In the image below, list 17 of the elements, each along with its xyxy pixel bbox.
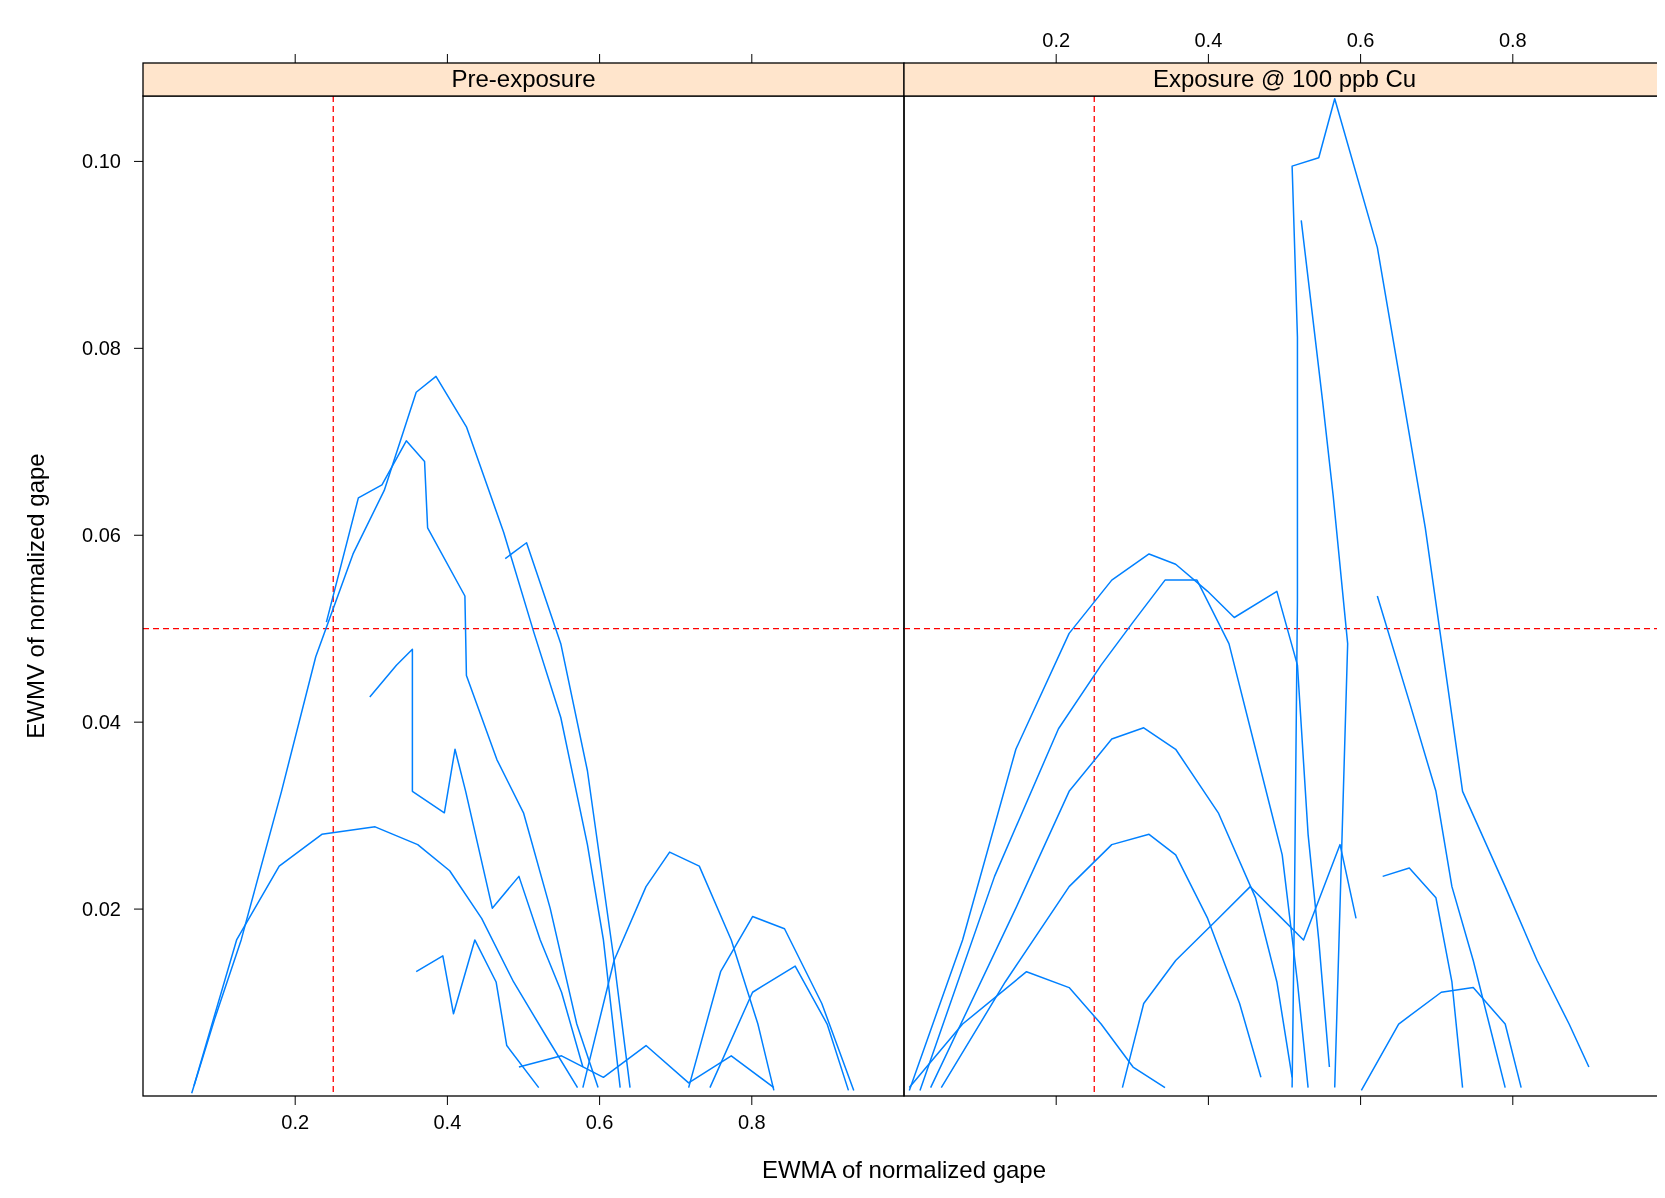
y-tick-label: 0.04 — [82, 711, 121, 734]
x-tick-label: 0.2 — [281, 1111, 310, 1133]
y-tick-label: 0.06 — [82, 524, 121, 547]
y-tick-label: 0.02 — [82, 898, 121, 921]
chart-title: Exposure @ 100 ppb Cu — [1152, 65, 1417, 92]
x-tick-label: 0.4 — [1194, 29, 1223, 51]
x-tick-label: 0.2 — [1042, 29, 1071, 51]
x-tick-label: 0.8 — [737, 1111, 766, 1133]
x-axis-title: EWMA of normalized gape — [761, 1156, 1047, 1183]
x-tick-label: 0.4 — [433, 1111, 462, 1133]
chart-title: Pre-exposure — [451, 65, 596, 92]
x-tick-label: 0.8 — [1498, 29, 1527, 51]
y-axis-title: EWMV of normalized gape — [22, 453, 49, 739]
y-tick-label: 0.08 — [82, 337, 121, 360]
x-tick-label: 0.6 — [585, 1111, 614, 1133]
x-tick-label: 0.6 — [1346, 29, 1375, 51]
y-tick-label: 0.10 — [82, 150, 121, 173]
